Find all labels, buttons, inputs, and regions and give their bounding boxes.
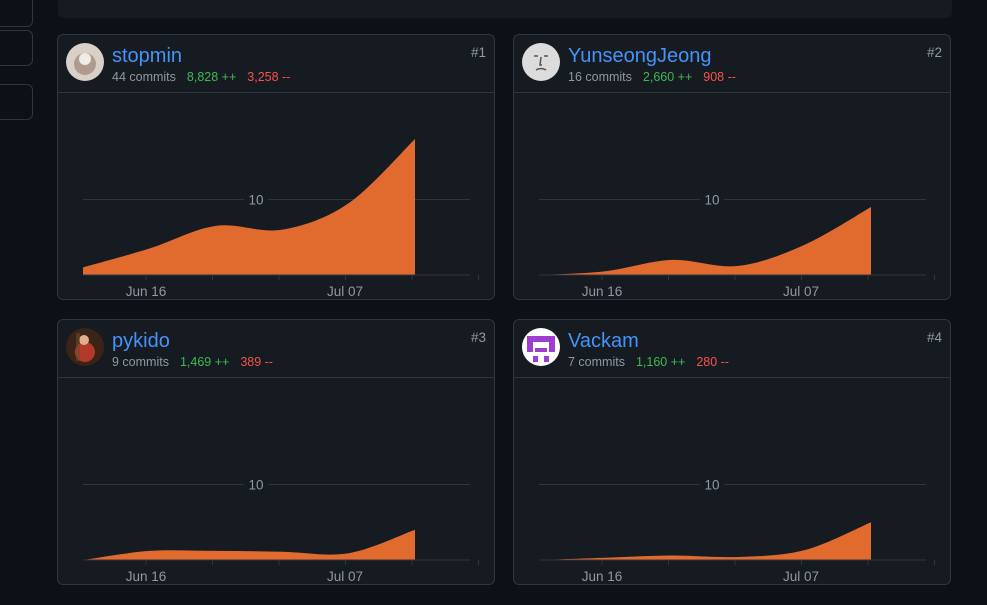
sidebar-box[interactable] xyxy=(0,30,33,66)
commit-count[interactable]: 44 commits xyxy=(112,70,176,84)
y-tick-label-bg xyxy=(700,475,724,494)
y-tick-label: 10 xyxy=(248,477,263,492)
contributor-card: pykido 9 commits 1,469 ++ 389 -- #3 10 Jun 16 J… xyxy=(57,319,495,585)
contribution-chart: 10 Jun 16 Jul 07 xyxy=(83,475,479,584)
x-tick-label: Jun 16 xyxy=(582,284,623,299)
contribution-chart: 10 Jun 16 Jul 07 xyxy=(83,139,479,299)
y-tick-label: 10 xyxy=(248,192,263,207)
y-tick-label: 10 xyxy=(704,192,719,207)
contribution-area xyxy=(539,207,871,275)
additions-count: 1,469 ++ xyxy=(179,355,230,369)
avatar-icon xyxy=(66,328,104,366)
rank-label: #3 xyxy=(470,330,486,345)
header-panel xyxy=(58,0,952,18)
commit-count[interactable]: 9 commits xyxy=(112,355,169,369)
contributor-name[interactable]: stopmin xyxy=(112,45,183,67)
card-header: Vackam 7 commits 1,160 ++ 280 -- #4 xyxy=(514,320,950,378)
deletions-count: 3,258 -- xyxy=(247,70,291,84)
sidebar-box[interactable] xyxy=(0,84,33,120)
contribution-area xyxy=(539,522,871,560)
contribution-area xyxy=(83,529,415,560)
rank-label: #2 xyxy=(926,45,942,60)
deletions-count: 280 -- xyxy=(696,355,729,369)
contributor-stats: 9 commits 1,469 ++ 389 -- xyxy=(112,354,273,370)
card-header: stopmin 44 commits 8,828 ++ 3,258 -- #1 xyxy=(58,35,494,93)
contribution-area xyxy=(83,139,415,275)
y-tick-label: 10 xyxy=(704,477,719,492)
rank-label: #1 xyxy=(470,45,486,60)
deletions-count: 389 -- xyxy=(240,355,273,369)
avatar[interactable] xyxy=(522,328,560,366)
deletions-count: 908 -- xyxy=(703,70,736,84)
avatar[interactable] xyxy=(66,328,104,366)
contributor-name[interactable]: YunseongJeong xyxy=(568,45,712,67)
x-tick-label: Jul 07 xyxy=(327,569,363,584)
avatar[interactable] xyxy=(522,43,560,81)
commit-count[interactable]: 16 commits xyxy=(568,70,632,84)
y-tick-label-bg xyxy=(244,475,268,494)
contributor-card: YunseongJeong 16 commits 2,660 ++ 908 -- #2 1… xyxy=(513,34,951,300)
sidebar-box xyxy=(0,0,33,27)
contribution-chart: 10 Jun 16 Jul 07 xyxy=(539,475,935,584)
x-tick-label: Jul 07 xyxy=(783,569,819,584)
avatar-icon xyxy=(66,43,104,81)
additions-count: 1,160 ++ xyxy=(635,355,686,369)
contributor-name[interactable]: pykido xyxy=(112,330,170,352)
avatar-icon xyxy=(522,43,560,81)
avatar[interactable] xyxy=(66,43,104,81)
additions-count: 2,660 ++ xyxy=(642,70,693,84)
card-header: YunseongJeong 16 commits 2,660 ++ 908 -- #2 xyxy=(514,35,950,93)
contributor-card: stopmin 44 commits 8,828 ++ 3,258 -- #1 10 Jun… xyxy=(57,34,495,300)
contributor-name[interactable]: Vackam xyxy=(568,330,639,352)
contributor-card: Vackam 7 commits 1,160 ++ 280 -- #4 10 Jun 16 J… xyxy=(513,319,951,585)
x-tick-label: Jun 16 xyxy=(126,284,167,299)
x-tick-label: Jul 07 xyxy=(783,284,819,299)
avatar-icon xyxy=(522,328,560,366)
card-header: pykido 9 commits 1,469 ++ 389 -- #3 xyxy=(58,320,494,378)
contribution-chart: 10 Jun 16 Jul 07 xyxy=(539,190,935,299)
contributor-stats: 16 commits 2,660 ++ 908 -- xyxy=(568,69,736,85)
contributor-stats: 44 commits 8,828 ++ 3,258 -- xyxy=(112,69,290,85)
contributor-stats: 7 commits 1,160 ++ 280 -- xyxy=(568,354,729,370)
y-tick-label-bg xyxy=(244,190,268,209)
y-tick-label-bg xyxy=(700,190,724,209)
x-tick-label: Jul 07 xyxy=(327,284,363,299)
x-tick-label: Jun 16 xyxy=(582,569,623,584)
rank-label: #4 xyxy=(926,330,942,345)
x-tick-label: Jun 16 xyxy=(126,569,167,584)
commit-count[interactable]: 7 commits xyxy=(568,355,625,369)
additions-count: 8,828 ++ xyxy=(186,70,237,84)
